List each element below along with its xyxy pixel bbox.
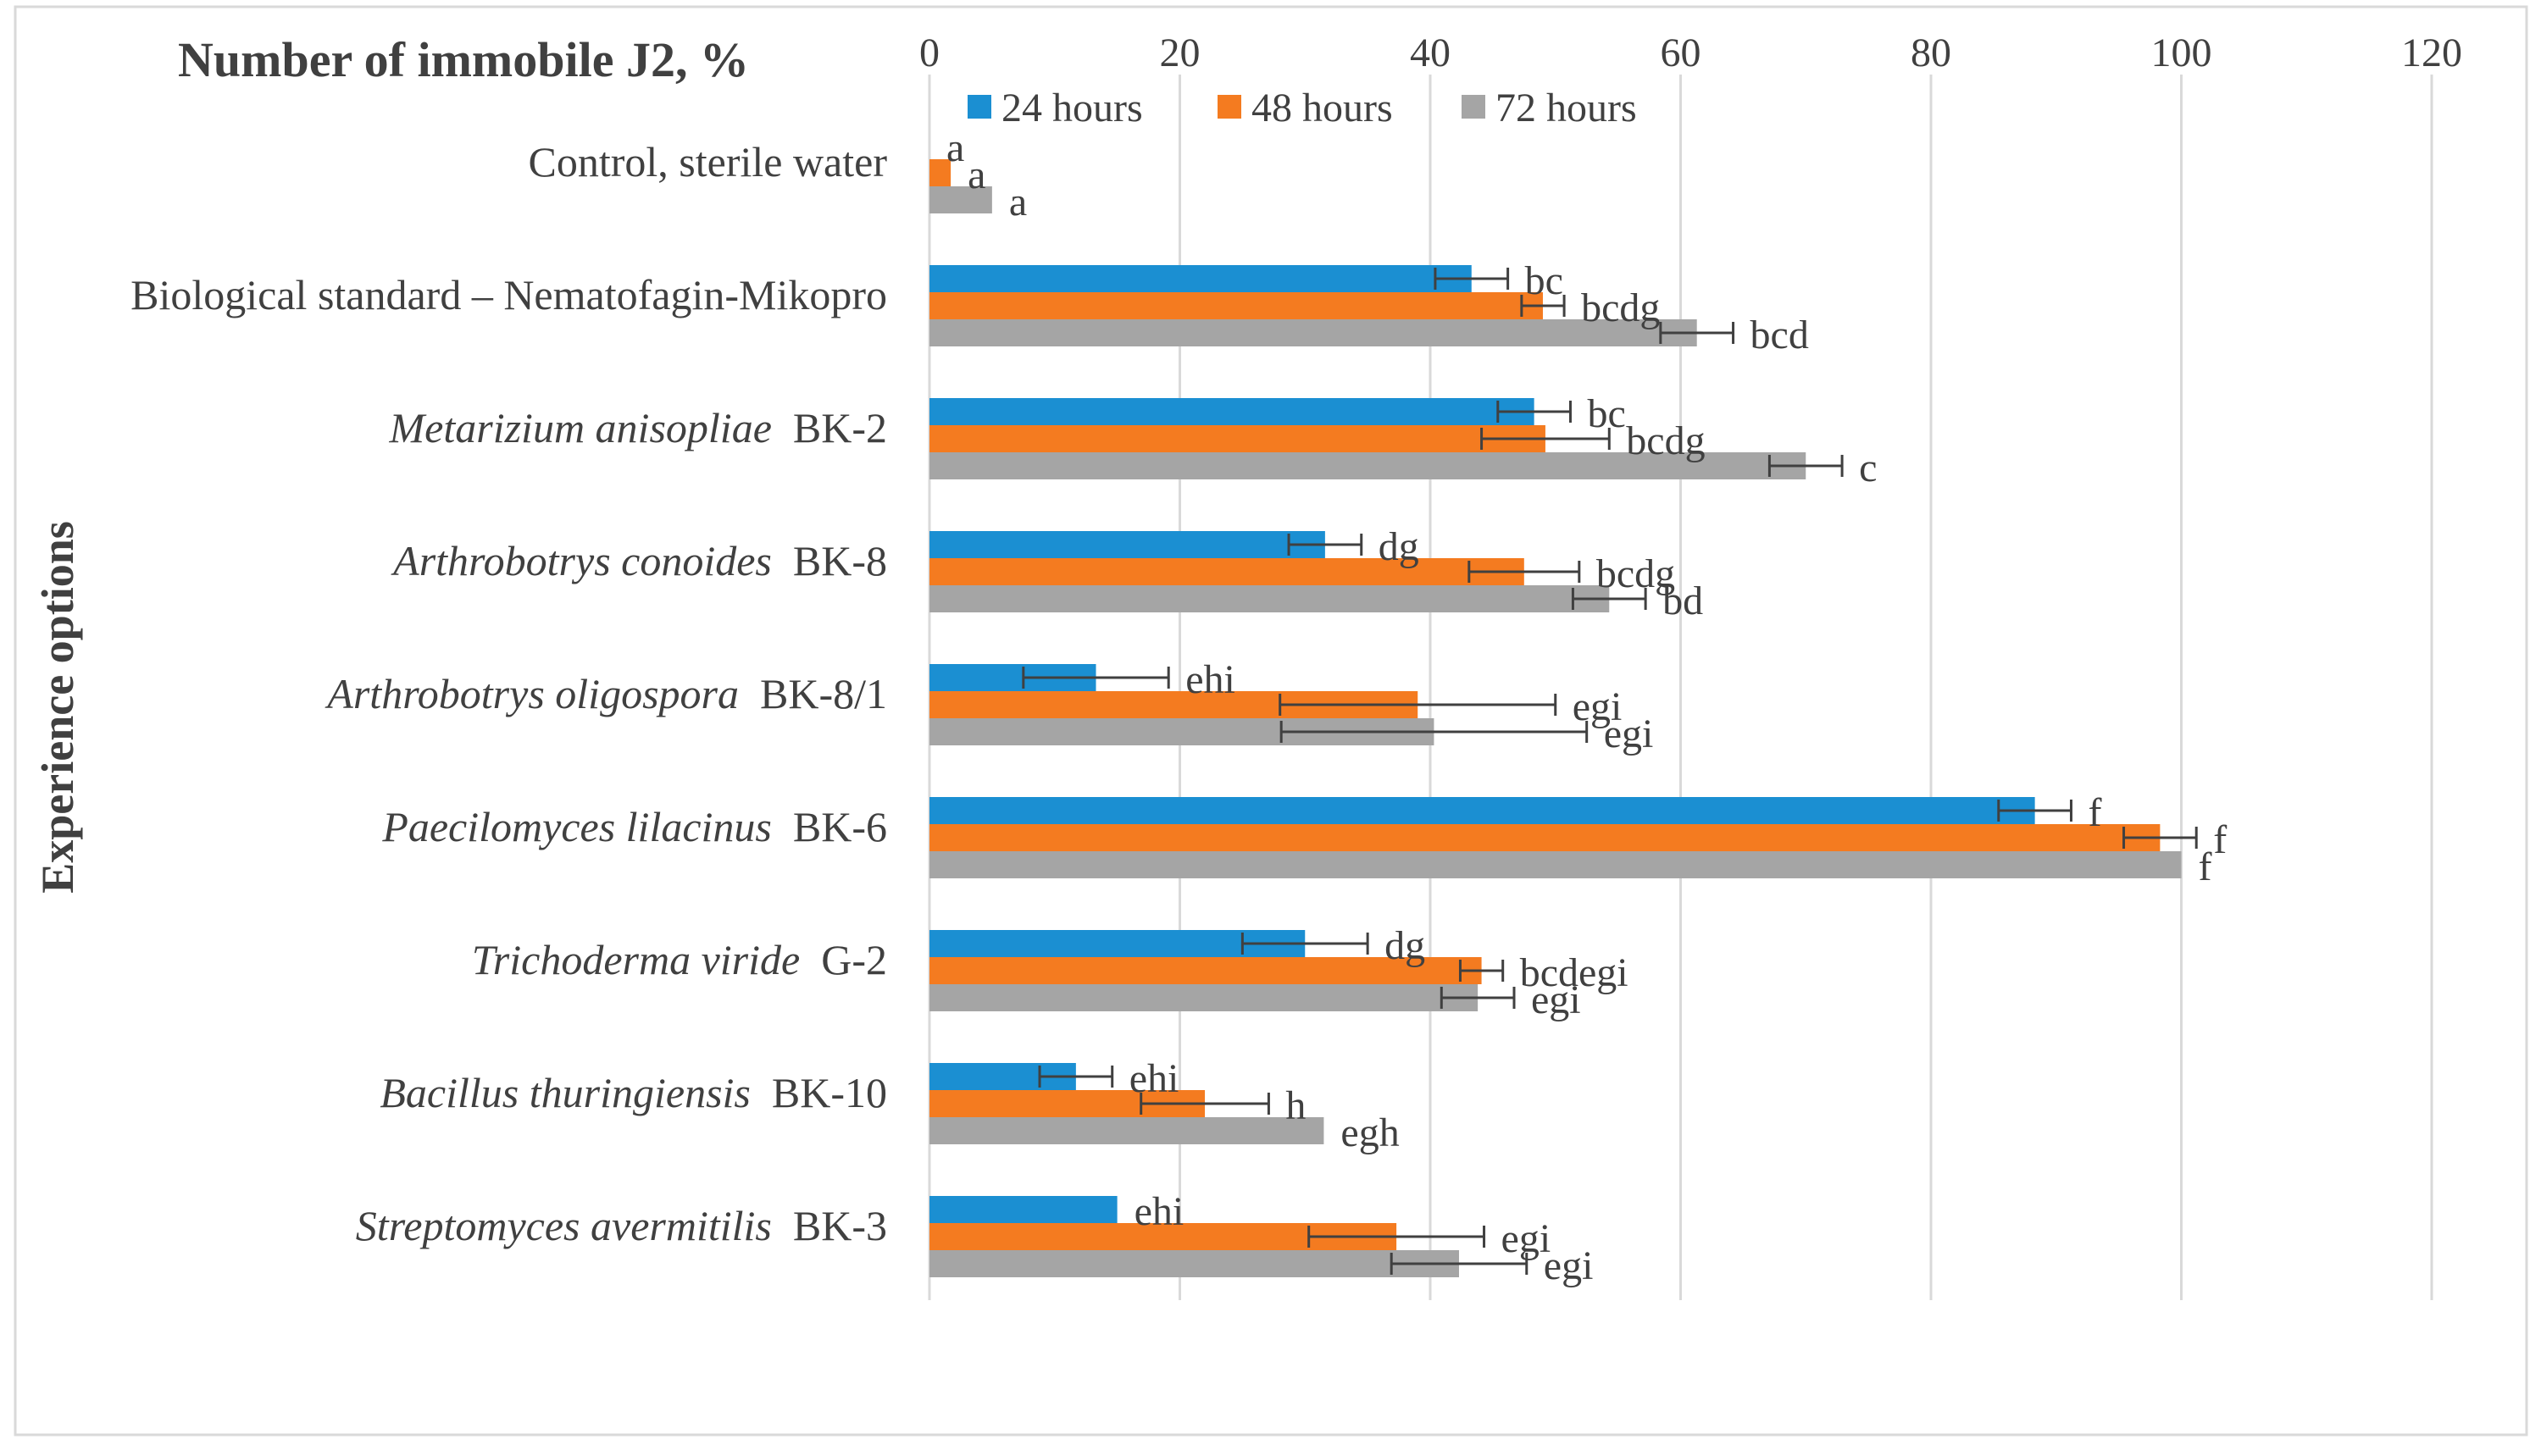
significance-label: dg [1384,923,1425,968]
bar [929,824,2161,851]
bar [929,159,951,186]
bar [929,984,1479,1011]
x-tick-label: 80 [1911,30,1951,75]
significance-label: bcdg [1581,285,1660,330]
significance-label: bc [1587,391,1625,436]
category-label: Arthrobotrys oligospora BK-8/1 [325,670,887,717]
bars [929,159,2198,1277]
bar [929,265,1472,292]
x-tick-label: 100 [2151,30,2212,75]
significance-label: a [946,125,964,170]
category-label: Metarizium anisopliae BK-2 [389,404,887,451]
bar [929,1250,1459,1277]
significance-label: f [2088,790,2101,835]
legend-label: 24 hours [1001,86,1143,130]
category-label: Bacillus thuringiensis BK-10 [380,1069,887,1116]
y-axis-label: Experience options [32,521,83,894]
category-label: Trichoderma viride G-2 [472,936,887,983]
significance-label: f [2213,817,2227,862]
legend-swatch [968,95,991,119]
legend-label: 48 hours [1251,86,1393,130]
bar [929,398,1534,425]
bar [929,1117,1324,1144]
significance-label: egi [1573,684,1623,729]
x-tick-label: 40 [1410,30,1451,75]
significance-label: a [968,152,985,197]
significance-label: bd [1662,579,1703,623]
category-label: Biological standard – Nematofagin-Mikopr… [130,271,887,318]
x-tick-label: 0 [919,30,940,75]
bar [929,558,1524,585]
significance-label: egi [1501,1216,1551,1261]
bar [929,797,2035,824]
bar [929,1196,1118,1223]
significance-label: bcdg [1596,551,1675,596]
significance-label: c [1859,446,1877,490]
significance-label: egi [1531,977,1581,1022]
category-label: Paecilomyces lilacinus BK-6 [381,803,887,850]
significance-label: f [2199,844,2212,889]
bar [929,319,1697,346]
bar [929,585,1610,612]
significance-label: ehi [1129,1056,1179,1101]
significance-label: ehi [1135,1189,1185,1234]
legend-swatch [1218,95,1241,119]
significance-label: bc [1525,258,1563,303]
bar [929,851,2182,878]
bar [929,186,992,213]
bar [929,292,1543,319]
significance-label: h [1285,1083,1306,1128]
category-label: Streptomyces avermitilis BK-3 [356,1202,887,1249]
significance-label: ehi [1185,657,1235,702]
bar [929,452,1806,479]
significance-label: dg [1379,524,1419,569]
legend-swatch [1462,95,1485,119]
x-tick-label: 60 [1661,30,1701,75]
category-label: Control, sterile water [529,138,888,185]
legend-label: 72 hours [1495,86,1637,130]
category-label: Arthrobotrys conoides BK-8 [391,537,887,584]
x-tick-label: 20 [1160,30,1201,75]
significance-label: bcd [1750,313,1809,357]
significance-label: egh [1340,1110,1399,1155]
labels: 0 20 40 60 80 100 120 24 hours 48 hours 72 hours C… [130,30,2462,1288]
significance-label: egi [1544,1243,1594,1288]
bar [929,531,1325,558]
bar [929,957,1482,984]
significance-label: bcdg [1626,418,1705,463]
significance-label: bcdegi [1520,950,1628,995]
significance-label: egi [1604,711,1654,756]
significance-label: a [1009,180,1027,224]
chart-title: Number of immobile J2, % [178,32,749,87]
x-tick-label: 120 [2401,30,2462,75]
bar [929,425,1545,452]
